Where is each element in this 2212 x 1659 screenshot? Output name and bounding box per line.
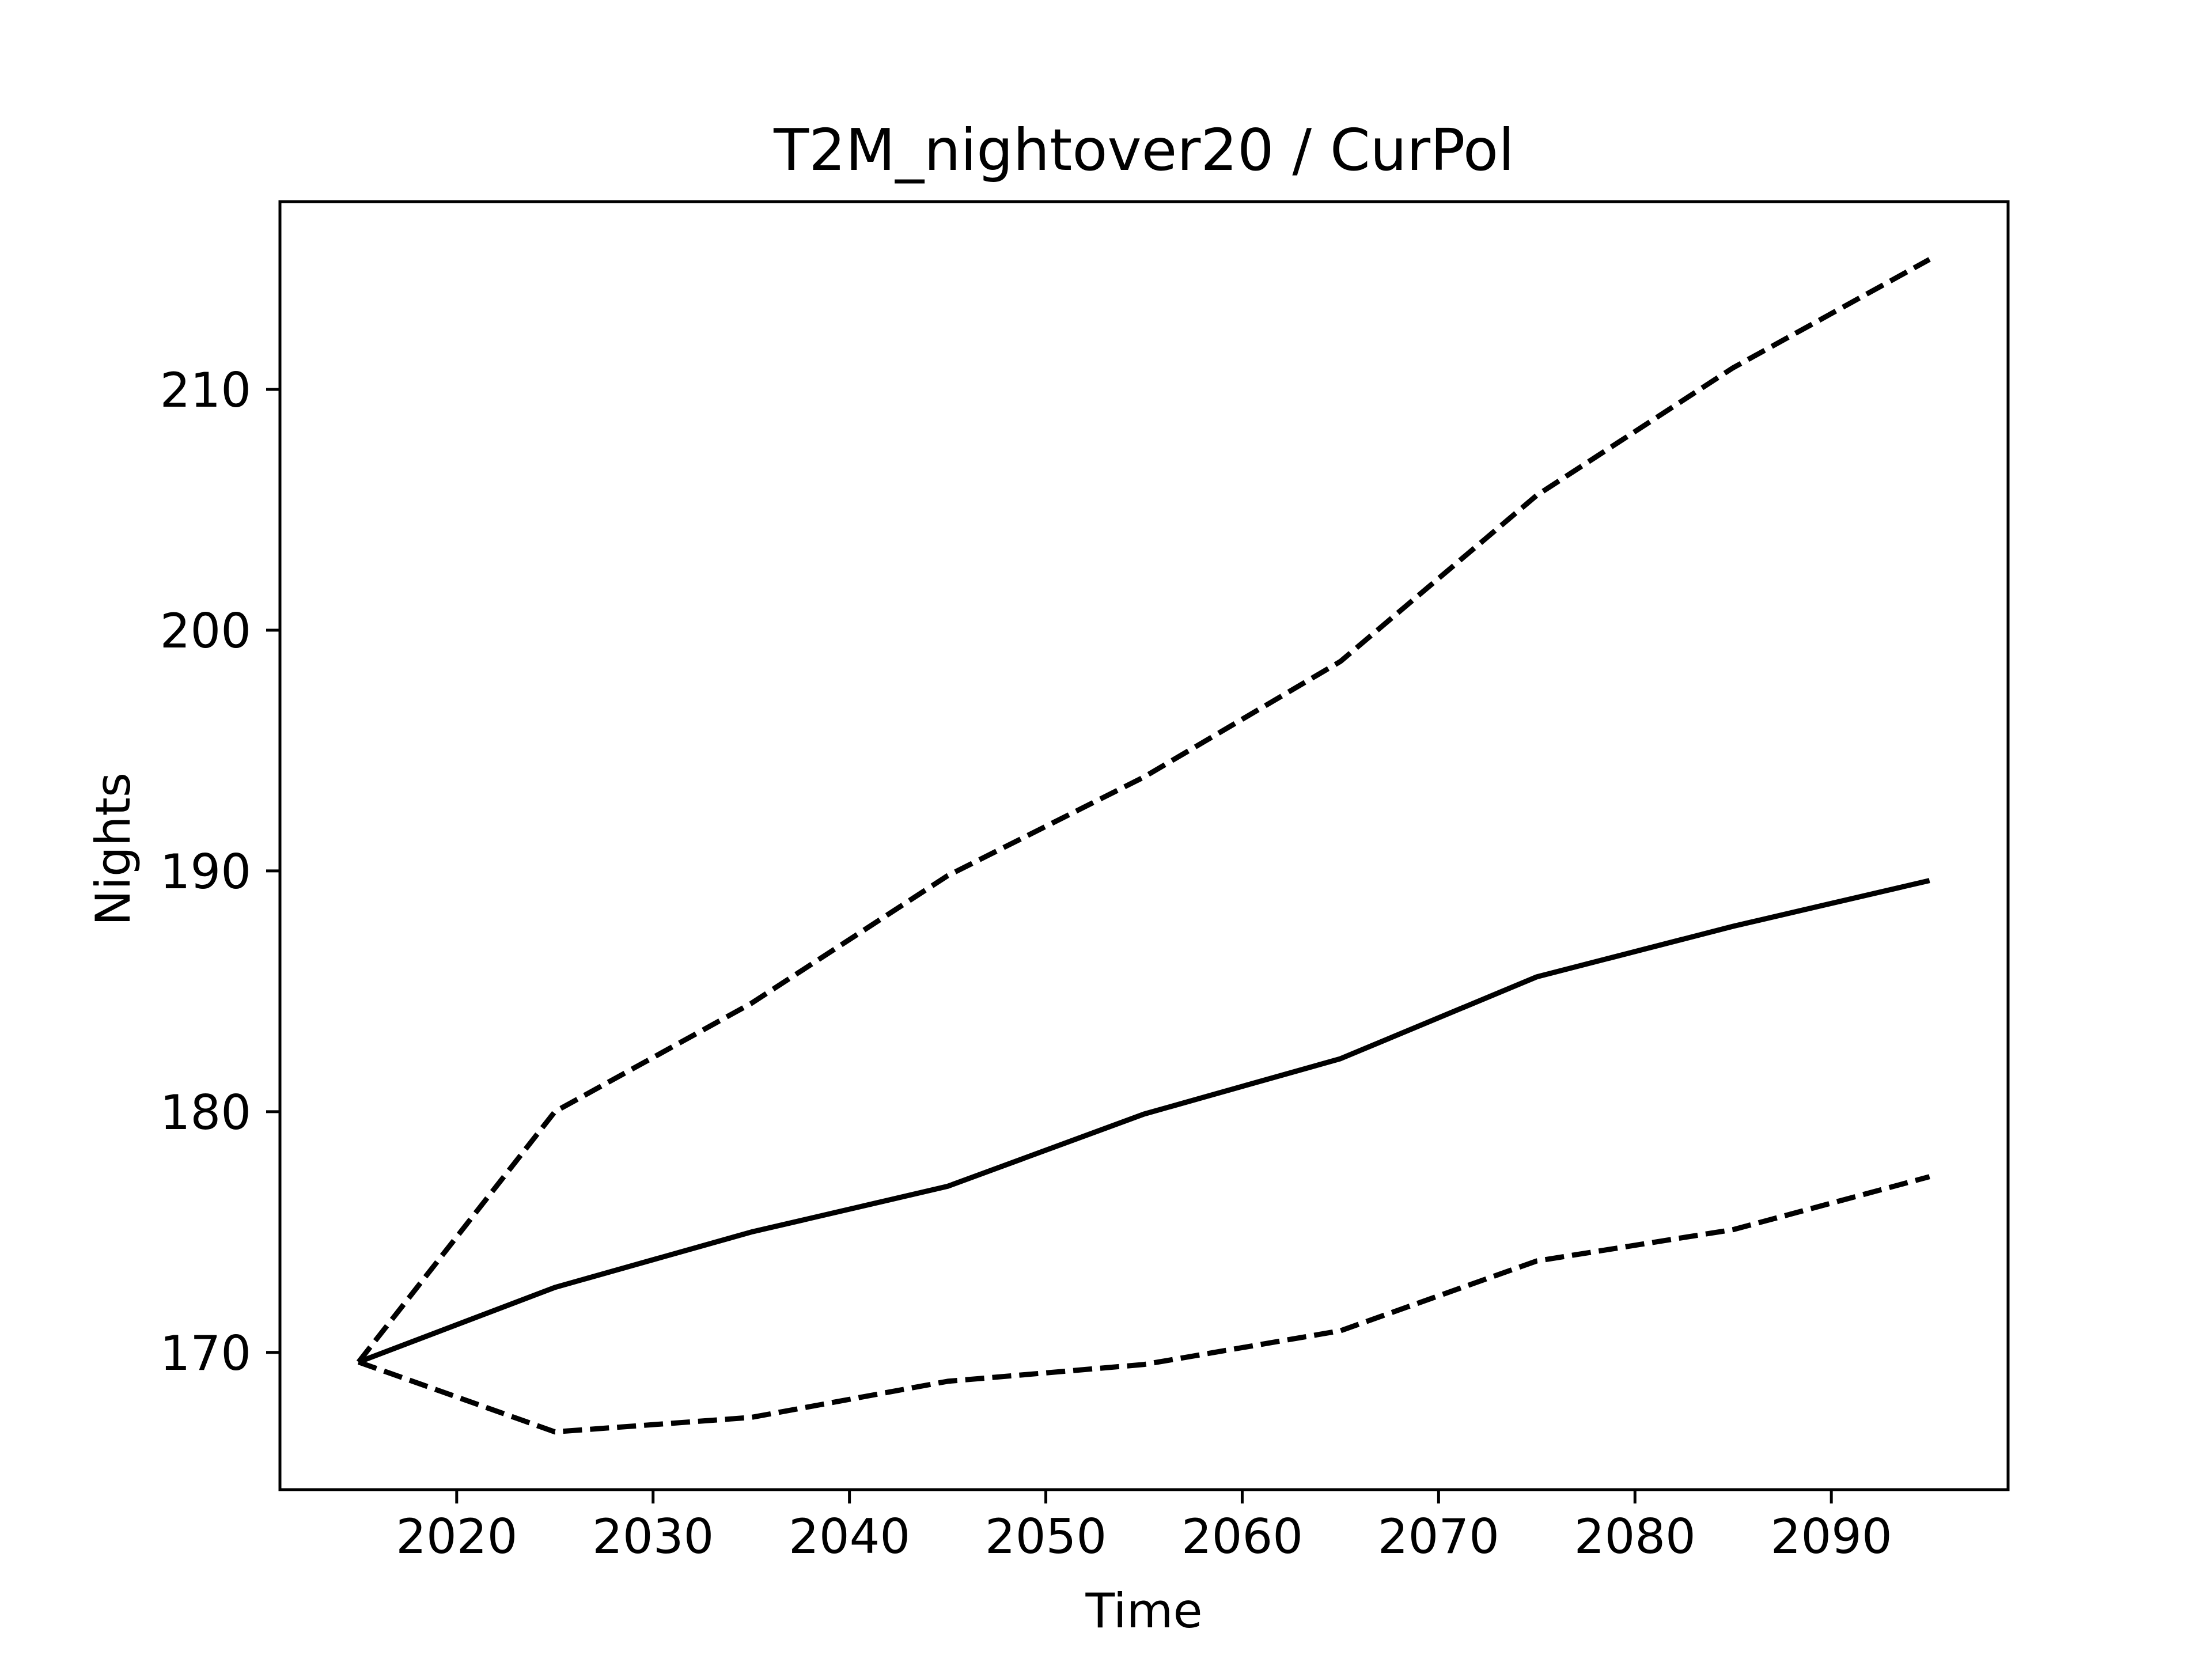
x-tick-label: 2080 [1574, 1509, 1696, 1565]
y-tick-label: 180 [160, 1085, 251, 1141]
x-axis: 2020 2030 2040 2050 2060 2070 2080 2090 [396, 1490, 1892, 1565]
x-tick-label: 2090 [1771, 1509, 1892, 1565]
plot-area-frame [278, 200, 2010, 1491]
x-tick-label: 2040 [789, 1509, 910, 1565]
y-tick-label: 190 [160, 844, 251, 900]
x-tick-label: 2050 [985, 1509, 1107, 1565]
series-line-2 [356, 257, 1931, 1364]
series-layer [356, 257, 1931, 1435]
x-tick-label: 2060 [1181, 1509, 1303, 1565]
y-axis: 170 180 190 200 210 [160, 362, 280, 1381]
series-line-3 [357, 1174, 1930, 1435]
x-tick-label: 2070 [1378, 1509, 1499, 1565]
y-tick-label: 200 [160, 603, 251, 659]
y-tick-label: 210 [160, 362, 251, 418]
series-line-1 [357, 878, 1930, 1365]
x-tick-label: 2030 [592, 1509, 714, 1565]
y-axis-label: Nights [85, 772, 141, 926]
x-axis-label: Time [1085, 1583, 1202, 1639]
y-tick-label: 170 [160, 1325, 251, 1381]
x-tick-label: 2020 [396, 1509, 517, 1565]
chart-title: T2M_nightover20 / CurPol [773, 116, 1514, 184]
